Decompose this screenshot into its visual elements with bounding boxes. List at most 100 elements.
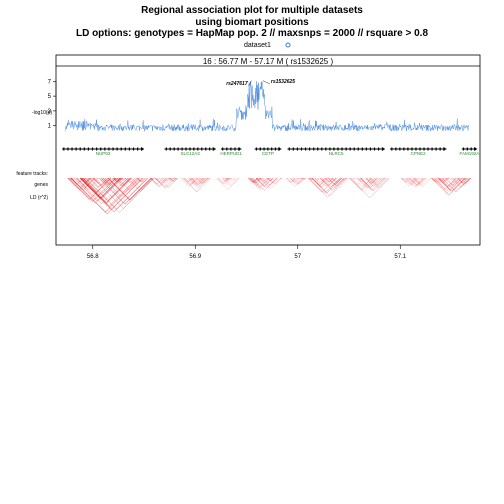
ld-pair-mark	[356, 177, 364, 183]
ld-pair-mark	[154, 177, 160, 181]
ld-pair-mark	[225, 177, 229, 180]
gene-exon	[439, 147, 441, 151]
ld-pair-mark	[184, 177, 193, 183]
ld-pair-mark	[406, 177, 409, 179]
ld-pair-mark	[189, 177, 195, 181]
ld-pair-mark	[113, 177, 116, 180]
ld-pair-mark	[216, 177, 239, 190]
ld-pair-mark	[350, 177, 379, 192]
ld-pair-mark	[191, 177, 201, 183]
ld-pair-mark	[328, 177, 342, 186]
ld-pair-mark	[370, 177, 381, 184]
ld-pair-mark	[331, 177, 338, 182]
gene-exon	[116, 147, 118, 151]
ld-pair-mark	[182, 177, 194, 184]
ld-pair-mark	[207, 177, 210, 180]
ld-pair-mark	[201, 177, 207, 181]
chart-title: Regional association plot for multiple d…	[141, 5, 363, 16]
ld-pair-mark	[255, 177, 273, 187]
gene-exon	[419, 147, 421, 151]
ld-pair-mark	[260, 177, 268, 182]
ld-pair-mark	[289, 177, 298, 183]
gene-exon	[309, 147, 311, 151]
ld-pair-mark	[107, 177, 153, 201]
gene-exon	[353, 147, 355, 151]
ld-pair-mark	[116, 177, 126, 183]
ld-pair-mark	[70, 177, 84, 185]
ld-pair-mark	[252, 177, 259, 182]
ld-pair-mark	[413, 177, 431, 187]
ld-pair-mark	[450, 177, 455, 181]
ld-pair-mark	[232, 177, 238, 181]
ld-pair-mark	[360, 177, 388, 192]
ld-pair-mark	[401, 177, 405, 180]
ld-pair-mark	[460, 177, 472, 184]
ld-pair-mark	[360, 177, 372, 184]
ld-pair-mark	[438, 177, 457, 187]
ld-pair-mark	[158, 177, 179, 188]
gene-exon	[108, 147, 110, 151]
ld-pair-mark	[249, 177, 270, 189]
ld-pair-mark	[432, 177, 442, 184]
ld-pair-mark	[262, 177, 278, 186]
ld-pair-mark	[329, 177, 346, 187]
ld-pair-mark	[440, 177, 458, 188]
ld-pair-mark	[439, 177, 448, 182]
ld-pair-mark	[435, 177, 445, 183]
gene-exon	[274, 147, 277, 151]
gene-exon	[345, 147, 347, 151]
gene-exon	[75, 147, 77, 151]
gene-exon	[87, 147, 90, 151]
gene-exon	[226, 147, 228, 151]
gene-label-CPNE2: CPNE2	[411, 151, 427, 156]
ld-pair-mark	[187, 177, 209, 189]
ld-pair-mark	[302, 177, 307, 181]
ld-pair-mark	[225, 177, 231, 181]
gene-exon	[120, 147, 122, 151]
ld-pair-mark	[190, 177, 204, 185]
ld-pair-mark	[290, 177, 304, 185]
ld-pair-mark	[353, 177, 355, 179]
ld-pair-mark	[269, 177, 282, 185]
gene-exon	[407, 147, 409, 151]
region-label: 16 : 56.77 M - 57.17 M ( rs1532625 )	[202, 57, 334, 66]
ld-pair-mark	[324, 177, 334, 183]
ld-pair-mark	[295, 177, 301, 181]
ld-pair-mark	[230, 177, 236, 181]
ld-pair-mark	[189, 177, 205, 186]
ld-pair-mark	[289, 177, 300, 184]
gene-exon	[292, 147, 294, 151]
ld-pair-mark	[462, 177, 467, 181]
y-tick-label: 1	[48, 124, 52, 130]
ld-pair-mark	[341, 177, 347, 181]
gene-strand-arrow	[141, 147, 144, 151]
gene-exon	[341, 147, 343, 151]
ld-pair-mark	[195, 177, 208, 185]
gene-exon	[399, 147, 401, 151]
gene-exon	[391, 147, 393, 151]
gene-exon	[100, 147, 102, 151]
gene-exon	[230, 147, 232, 151]
gene-exon	[124, 147, 126, 151]
ld-pair-mark	[299, 177, 302, 180]
ld-pair-mark	[444, 177, 461, 186]
snp-pointer-line	[262, 80, 270, 85]
snp-label-rs247617: rs247617	[226, 81, 248, 87]
ld-pair-mark	[224, 177, 231, 182]
ld-pair-mark	[311, 177, 341, 193]
gene-exon	[165, 147, 167, 151]
ld-pair-mark	[438, 177, 466, 192]
gene-exon	[377, 147, 380, 151]
ld-pair-mark	[297, 177, 300, 180]
ld-pair-mark	[359, 177, 386, 192]
gene-exon	[435, 147, 437, 151]
gene-label-SLC12A3: SLC12A3	[180, 151, 200, 156]
dataset1-series-line	[64, 81, 470, 132]
gene-exon	[137, 147, 139, 151]
ld-pair-mark	[92, 177, 155, 209]
ld-pair-mark	[220, 177, 233, 185]
ld-pair-mark	[267, 177, 279, 184]
ld-pair-mark	[225, 177, 229, 180]
ld-pair-mark	[401, 177, 412, 184]
